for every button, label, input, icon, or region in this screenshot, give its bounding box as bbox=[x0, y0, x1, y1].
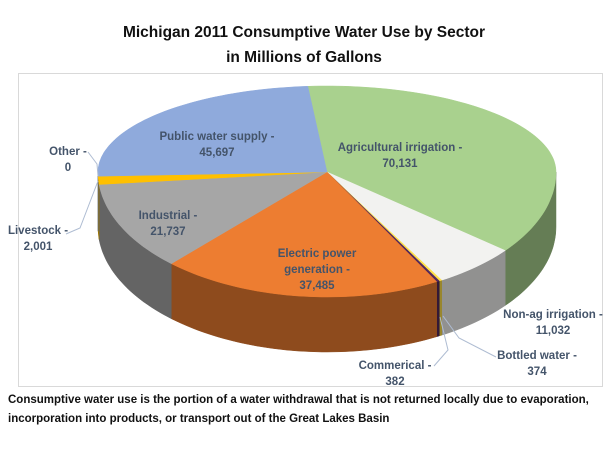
chart-title-line2: in Millions of Gallons bbox=[226, 49, 382, 66]
leader-line-bottled-water bbox=[442, 315, 497, 358]
chart-caption-line1: Consumptive water use is the portion of … bbox=[8, 394, 589, 406]
leader-line-commerical bbox=[433, 316, 449, 367]
pie-slice-wall-bottled-water bbox=[439, 279, 442, 337]
chart-caption-line2: incorporation into products, or transpor… bbox=[8, 413, 390, 425]
pie-slice-industrial bbox=[98, 171, 328, 264]
leader-line-other bbox=[87, 151, 99, 177]
chart-caption: Consumptive water use is the portion of … bbox=[8, 391, 604, 429]
pie-slice-electric-power-generation bbox=[170, 171, 438, 298]
leader-line-livestock bbox=[65, 180, 99, 235]
chart-title-line1: Michigan 2011 Consumptive Water Use by S… bbox=[122, 24, 486, 41]
pie-slice-wall-commerical bbox=[436, 280, 440, 338]
chart-title: Michigan 2011 Consumptive Water Use by S… bbox=[0, 20, 608, 70]
pie-slice-agricultural-irrigation bbox=[307, 85, 557, 251]
pie-slice-non-ag-irrigation bbox=[326, 171, 506, 281]
pie-slice-public-water-supply bbox=[97, 86, 328, 177]
